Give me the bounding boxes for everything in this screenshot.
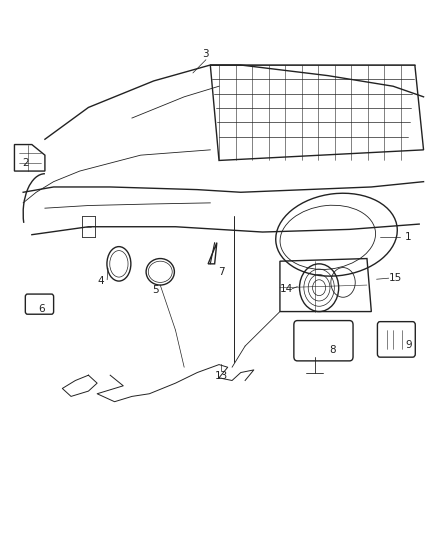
Text: 5: 5 (152, 285, 159, 295)
Text: 2: 2 (22, 158, 28, 168)
Text: 1: 1 (405, 232, 412, 243)
Text: 8: 8 (329, 345, 336, 356)
Text: 3: 3 (203, 50, 209, 59)
Text: 13: 13 (215, 372, 228, 381)
Text: 4: 4 (97, 276, 104, 286)
Text: 14: 14 (280, 284, 293, 294)
Text: 9: 9 (405, 340, 412, 350)
Text: 6: 6 (38, 304, 45, 314)
Text: 15: 15 (389, 273, 402, 283)
Text: 7: 7 (218, 267, 225, 277)
